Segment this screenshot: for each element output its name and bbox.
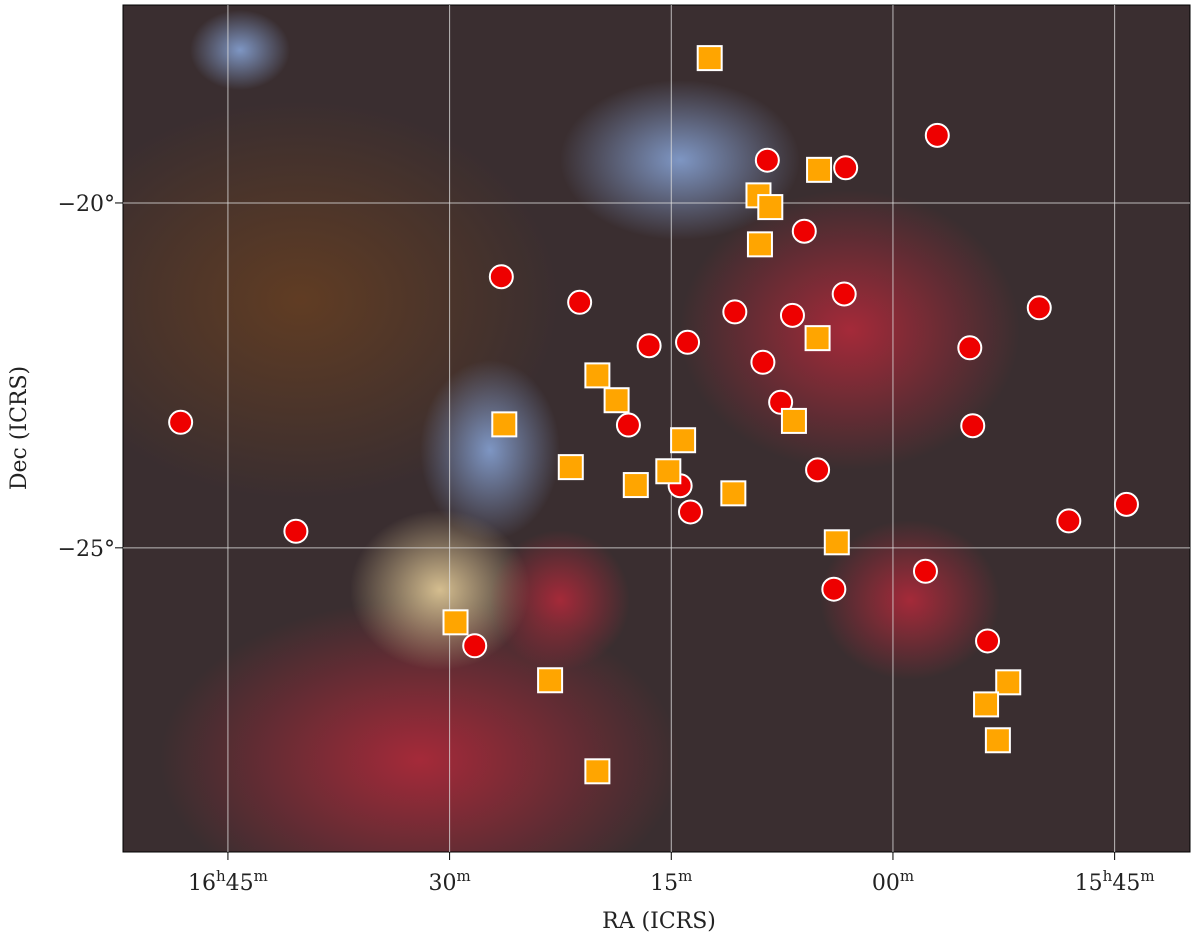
square-marker — [780, 407, 807, 434]
square-marker — [670, 427, 697, 454]
circle-marker — [1056, 508, 1082, 534]
square-marker — [603, 387, 630, 414]
square-marker — [442, 609, 469, 636]
circle-marker — [1026, 295, 1052, 321]
square-marker — [804, 325, 831, 352]
circle-marker — [750, 349, 776, 375]
circle-marker — [722, 299, 748, 325]
circle-marker — [960, 413, 986, 439]
circle-marker — [833, 155, 859, 181]
circle-marker — [821, 576, 847, 602]
square-marker — [984, 727, 1011, 754]
circle-marker — [924, 122, 950, 148]
grid — [123, 5, 1190, 852]
x-tick-label: 00m — [872, 867, 914, 896]
circle-marker — [975, 628, 1001, 654]
square-marker — [655, 458, 682, 485]
circle-marker — [677, 499, 703, 525]
square-marker — [806, 156, 833, 183]
circle-marker — [636, 333, 662, 359]
y-tick-label: −20° — [58, 192, 115, 217]
circle-marker — [805, 457, 831, 483]
square-marker — [746, 231, 773, 258]
square-marker — [973, 691, 1000, 718]
plot-frame — [122, 4, 1191, 853]
y-tick-label: −25° — [58, 537, 115, 562]
circle-marker — [462, 633, 488, 659]
y-axis-label: Dec (ICRS) — [7, 366, 32, 490]
square-marker — [823, 529, 850, 556]
circle-marker — [675, 329, 701, 355]
x-tick-label: 15h45m — [1075, 867, 1155, 896]
markers — [168, 45, 1139, 785]
circle-marker — [791, 218, 817, 244]
circle-marker — [912, 558, 938, 584]
circle-marker — [567, 289, 593, 315]
square-marker — [757, 194, 784, 221]
circle-marker — [283, 518, 309, 544]
circle-marker — [754, 147, 780, 173]
square-marker — [537, 667, 564, 694]
x-tick-label: 30m — [428, 867, 470, 896]
circle-marker — [488, 264, 514, 290]
sky-image — [123, 5, 1190, 852]
square-marker — [696, 45, 723, 72]
x-tick-label: 16h45m — [188, 867, 268, 896]
circle-marker — [1113, 491, 1139, 517]
x-tick-label: 15m — [650, 867, 692, 896]
x-axis-label: RA (ICRS) — [602, 909, 716, 934]
square-marker — [995, 669, 1022, 696]
circle-marker — [779, 302, 805, 328]
circle-marker — [168, 409, 194, 435]
square-marker — [557, 454, 584, 481]
square-marker — [491, 411, 518, 438]
square-marker — [622, 472, 649, 499]
circle-marker — [831, 281, 857, 307]
square-marker — [720, 480, 747, 507]
circle-marker — [615, 412, 641, 438]
square-marker — [584, 758, 611, 785]
square-marker — [584, 362, 611, 389]
circle-marker — [957, 335, 983, 361]
